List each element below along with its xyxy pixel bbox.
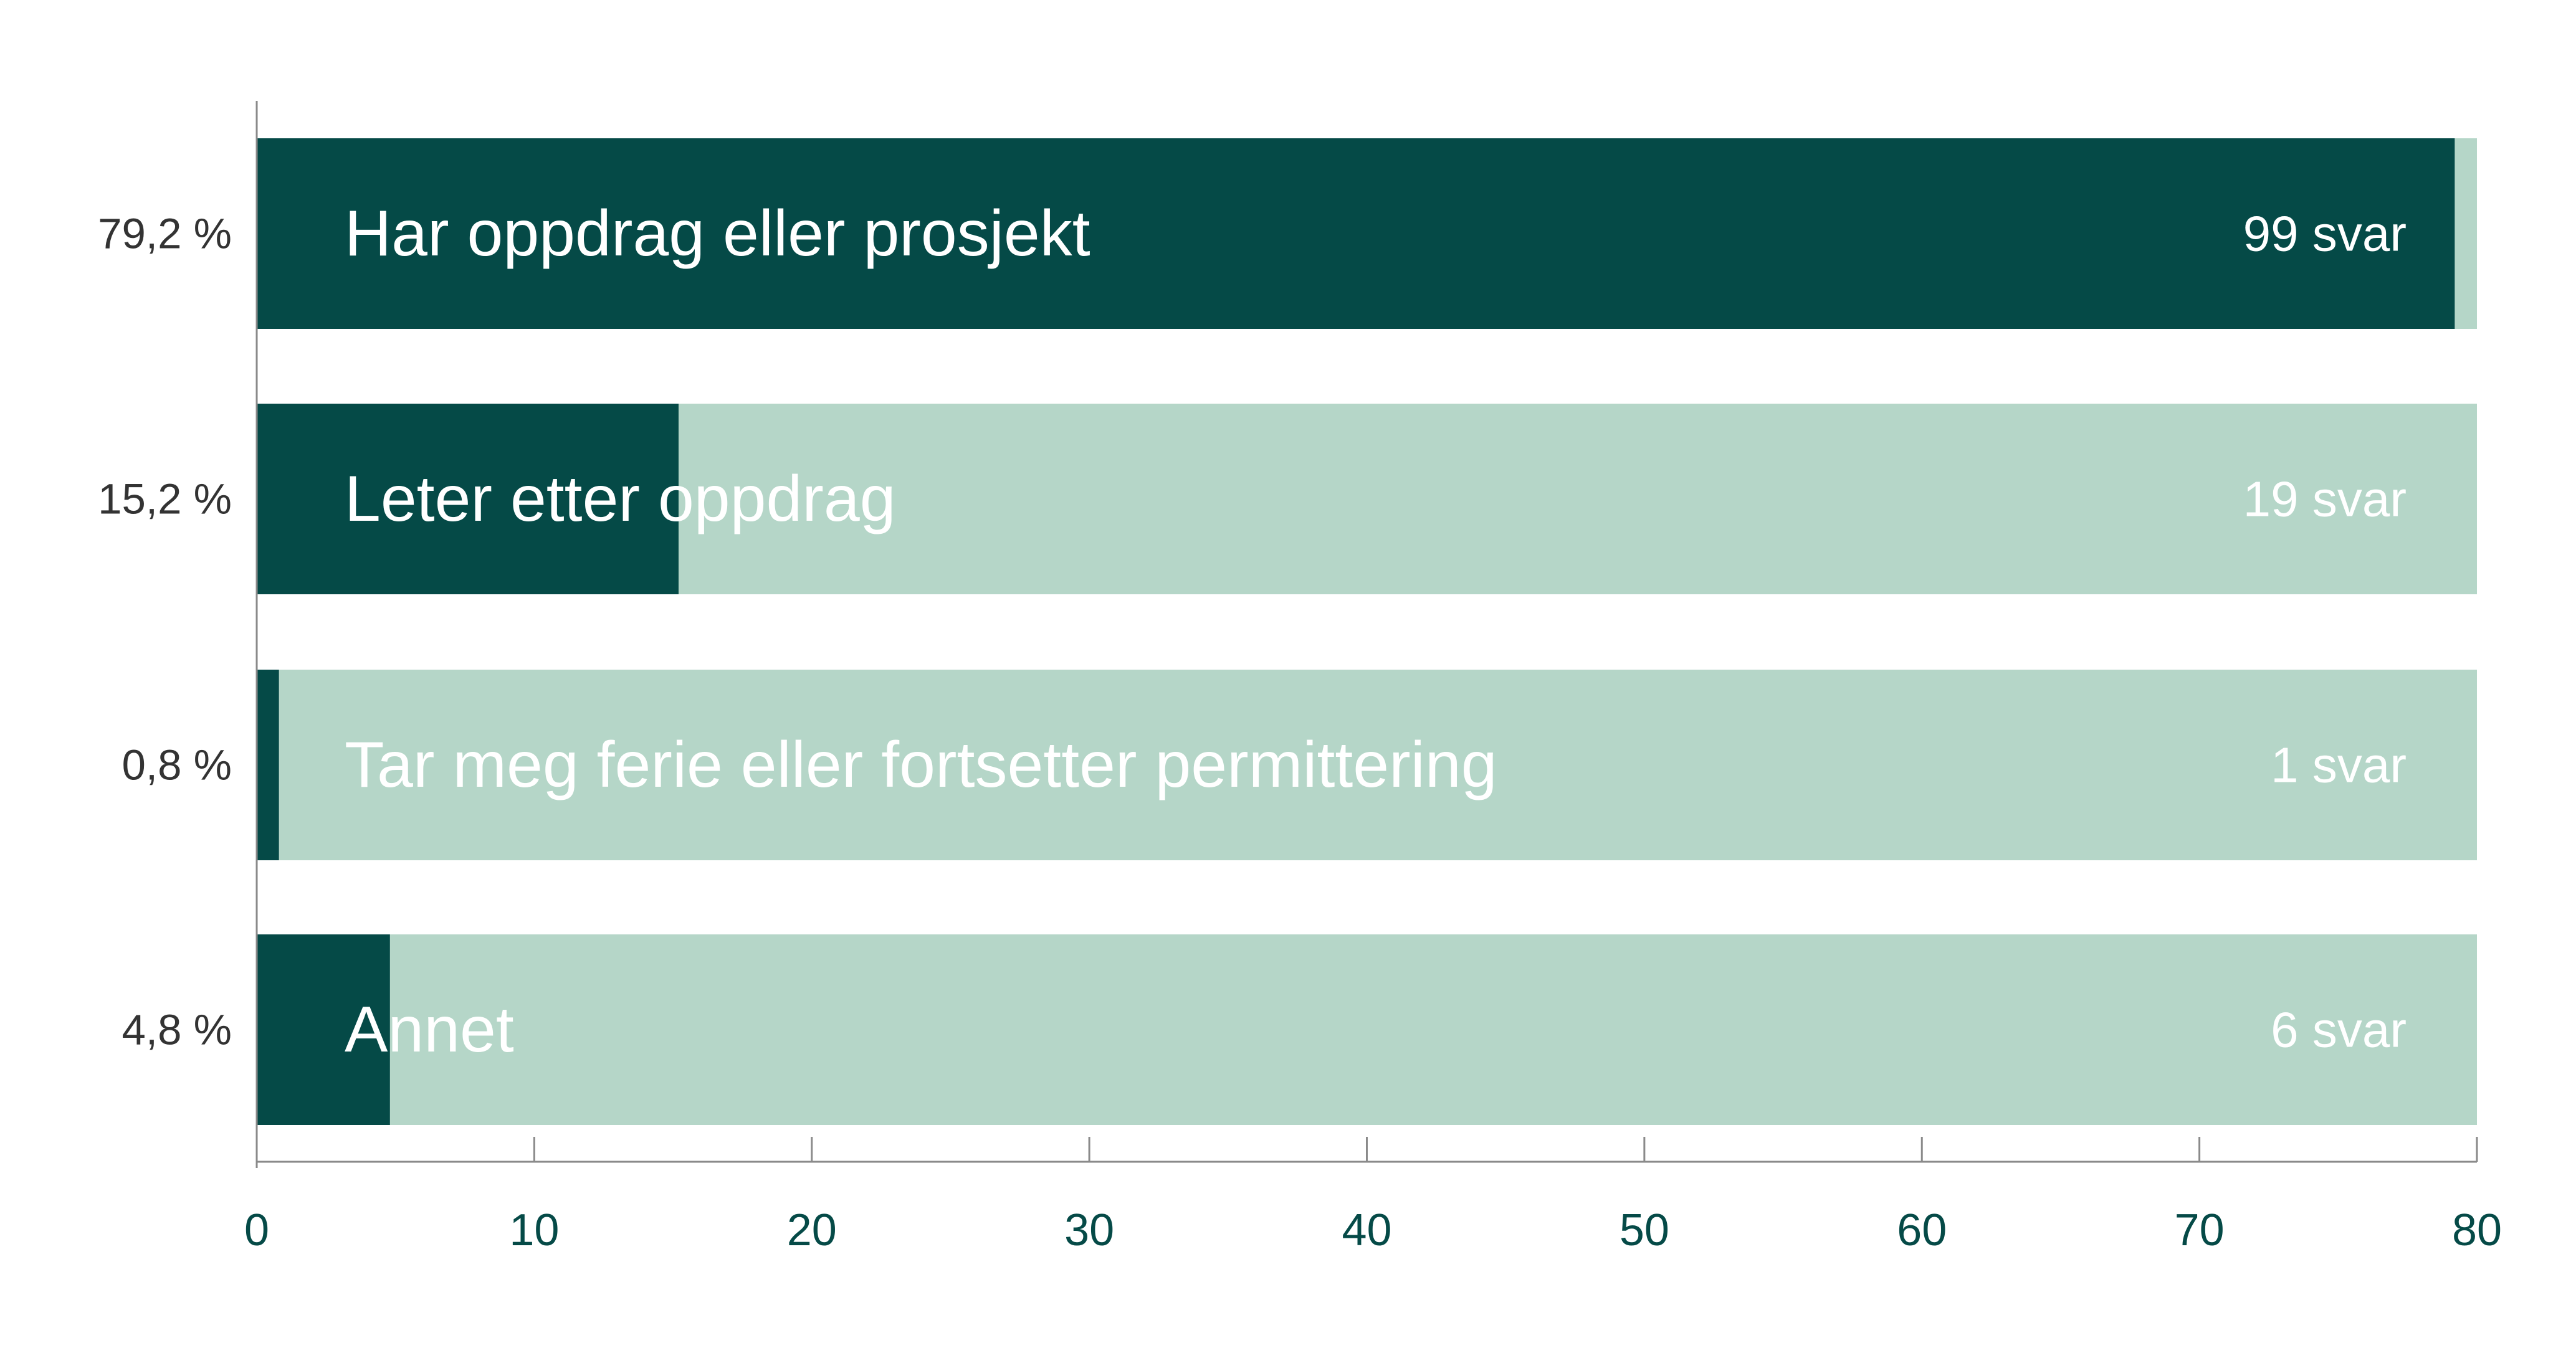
category-label: Har oppdrag eller prosjekt [345, 197, 1090, 270]
bar-labels: 79,2 % Har oppdrag eller prosjekt 99 svar 1… [98, 197, 2407, 1066]
bar [257, 138, 2455, 329]
bar [257, 670, 279, 860]
category-label: Annet [345, 994, 514, 1066]
x-tick-label: 60 [1897, 1205, 1947, 1255]
count-label: 19 svar [2243, 472, 2407, 527]
bar [257, 934, 390, 1125]
category-label: Tar meg ferie eller fortsetter permitter… [345, 729, 1497, 801]
x-tick-label: 50 [1620, 1205, 1669, 1255]
bar [257, 404, 679, 594]
x-tick-label: 20 [787, 1205, 837, 1255]
bar-track [257, 934, 2477, 1125]
count-label: 1 svar [2271, 738, 2407, 793]
x-tick-label: 70 [2175, 1205, 2225, 1255]
x-tick-label: 0 [244, 1205, 269, 1255]
percent-label: 4,8 % [122, 1006, 232, 1054]
category-label: Leter etter oppdrag [345, 463, 896, 535]
x-tick-label: 30 [1064, 1205, 1114, 1255]
count-label: 99 svar [2243, 206, 2407, 262]
bar-values [257, 138, 2455, 1125]
x-tick-label: 40 [1342, 1205, 1391, 1255]
count-label: 6 svar [2271, 1002, 2407, 1058]
bar-track [257, 670, 2477, 860]
percent-label: 0,8 % [122, 741, 232, 789]
percent-label: 15,2 % [98, 475, 232, 523]
percent-label: 79,2 % [98, 210, 232, 258]
x-tick-label: 10 [509, 1205, 559, 1255]
axes: 0 10 20 30 40 50 60 70 80 [244, 101, 2502, 1255]
x-tick-label: 80 [2452, 1205, 2502, 1255]
